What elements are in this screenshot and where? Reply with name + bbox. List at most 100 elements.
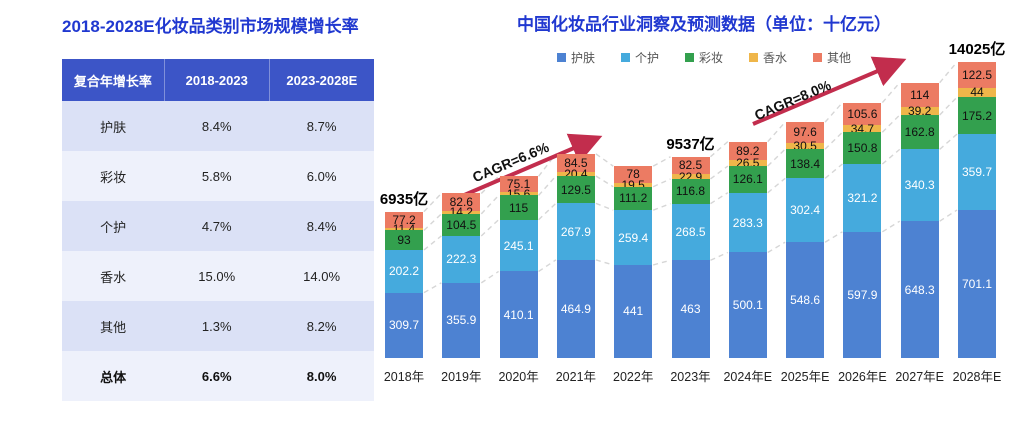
stacked-bar-2027年E: 114 39.2 162.8 340.3 648.3 [900, 82, 939, 358]
total-annotation: 6935亿 [379, 190, 429, 208]
bar-segment-其他 [900, 82, 939, 107]
bar-segment-护肤 [786, 242, 825, 358]
bar-segment-其他 [614, 166, 653, 183]
bar-segment-其他 [958, 62, 996, 88]
legend-swatch-icon [684, 53, 694, 62]
bar-segment-彩妆 [442, 213, 481, 236]
bar-segment-其他 [671, 156, 710, 175]
legend-item-个护: 个护 [620, 49, 659, 66]
bar-segment-彩妆 [843, 132, 882, 164]
bar-segment-个护 [671, 203, 710, 261]
legend-item-护肤: 护肤 [556, 49, 595, 66]
bar-segment-彩妆 [556, 175, 595, 204]
cagr-value-cell: 6.0% [269, 151, 374, 201]
growth-table: 复合年增长率 2018-2023 2023-2028E 护肤 8.4% 8.7% 彩妆 5.… [62, 59, 374, 401]
bar-segment-护肤 [385, 292, 423, 358]
x-axis-label: 2027年E [895, 370, 945, 384]
category-label-cell: 其他 [62, 301, 165, 351]
bar-segment-其他 [728, 141, 767, 161]
cagr-value-cell: 8.4% [269, 201, 374, 251]
bar-segment-香水 [843, 124, 882, 133]
bar-segment-护肤 [728, 252, 767, 358]
cagr-value-cell: 8.2% [269, 301, 374, 351]
table-row: 彩妆 5.8% 6.0% [62, 151, 374, 201]
bar-segment-彩妆 [614, 186, 653, 211]
bar-segment-香水 [385, 227, 423, 231]
bar-segment-护肤 [900, 221, 939, 358]
x-axis-label: 2028年E [952, 370, 1002, 384]
bar-segment-个护 [442, 235, 481, 283]
x-axis-label: 2024年E [723, 370, 773, 384]
bar-segment-个护 [843, 164, 882, 232]
bar-segment-彩妆 [900, 114, 939, 150]
table-row: 香水 15.0% 14.0% [62, 251, 374, 301]
bar-segment-彩妆 [958, 97, 996, 135]
category-label-cell: 总体 [62, 351, 165, 401]
cagr-value-cell: 8.0% [269, 351, 374, 401]
legend-swatch-icon [813, 53, 823, 62]
bar-segment-香水 [786, 142, 825, 150]
bar-segment-其他 [385, 211, 423, 228]
bar-segment-护肤 [556, 259, 595, 358]
bar-segment-彩妆 [499, 195, 538, 220]
bar-segment-个护 [614, 210, 653, 265]
growth-table-head: 复合年增长率 2018-2023 2023-2028E [62, 59, 374, 101]
chart-legend: 护肤 个护 彩妆 香水 其他 [383, 49, 1025, 66]
bar-segment-香水 [671, 174, 710, 179]
cagr-value-cell: 8.4% [164, 101, 270, 151]
left-panel: 2018-2028E化妆品类别市场规模增长率 复合年增长率 2018-2023 20… [62, 12, 374, 401]
category-label-cell: 护肤 [62, 101, 165, 151]
stacked-bar-2018年: 77.2 11.4 93 202.2 309.7 [385, 211, 423, 358]
legend-label: 彩妆 [698, 51, 723, 65]
bar-segment-香水 [900, 106, 939, 115]
category-label-cell: 个护 [62, 201, 165, 251]
bar-segment-香水 [614, 182, 653, 187]
legend-item-香水: 香水 [749, 49, 787, 66]
bar-segment-其他 [843, 102, 882, 125]
legend-item-彩妆: 彩妆 [684, 49, 723, 66]
bar-segment-个护 [728, 192, 767, 253]
stacked-bar-2026年E: 105.6 34.7 150.8 321.2 597.9 [843, 102, 882, 358]
bar-segment-个护 [385, 249, 423, 293]
legend-label: 护肤 [570, 51, 595, 65]
bar-segment-其他 [786, 122, 825, 143]
cagr-value-cell: 1.3% [164, 301, 270, 351]
bar-segment-其他 [556, 153, 595, 172]
x-axis-label: 2022年 [613, 370, 654, 384]
cagr-value-cell: 5.8% [164, 151, 270, 201]
cagr-value-cell: 14.0% [269, 251, 374, 301]
table-row: 护肤 8.4% 8.7% [62, 101, 374, 151]
stacked-bar-2019年: 82.6 14.2 104.5 222.3 355.9 [442, 193, 481, 358]
category-label-cell: 彩妆 [62, 151, 165, 201]
legend-swatch-icon [620, 53, 630, 62]
table-row: 其他 1.3% 8.2% [62, 301, 374, 351]
total-annotation: 14025亿 [948, 41, 1006, 58]
x-axis-label: 2020年 [498, 370, 539, 384]
bar-segment-彩妆 [385, 230, 423, 250]
bar-segment-个护 [556, 203, 595, 260]
cagr-value-cell: 4.7% [164, 201, 270, 251]
cagr-arrow-label: CAGR=8.0% [752, 76, 834, 124]
table-header-cell: 2018-2023 [164, 59, 270, 101]
bar-segment-香水 [499, 192, 538, 196]
stacked-bar-2024年E: 89.2 26.5 126.1 283.3 500.1 [728, 141, 767, 358]
bar-segment-其他 [442, 193, 481, 211]
table-row: 总体 6.6% 8.0% [62, 351, 374, 401]
legend-swatch-icon [749, 53, 758, 62]
x-axis-label: 2019年 [441, 370, 482, 384]
stacked-bar-2023年: 82.5 22.9 116.8 268.5 463 [671, 156, 710, 358]
x-axis-label: 2023年 [670, 370, 711, 384]
legend-label: 香水 [763, 51, 788, 65]
legend-label: 其他 [827, 51, 852, 65]
bar-segment-护肤 [671, 260, 710, 358]
cagr-value-cell: 15.0% [164, 251, 270, 301]
bar-segment-护肤 [442, 282, 481, 358]
stacked-bar-2028年E: 122.5 44 175.2 359.7 701.1 [958, 62, 996, 358]
bar-segment-个护 [900, 149, 939, 222]
x-axis-label: 2026年E [838, 370, 887, 384]
bar-segment-其他 [499, 176, 538, 193]
bar-segment-香水 [442, 210, 481, 214]
legend-item-其他: 其他 [813, 49, 851, 66]
cagr-value-cell: 6.6% [164, 351, 270, 401]
